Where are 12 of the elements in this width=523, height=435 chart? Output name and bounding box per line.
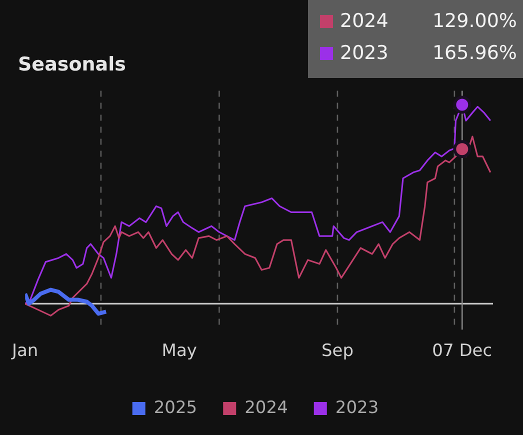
legend-label: 2023 bbox=[340, 42, 388, 64]
legend-label: 2024 bbox=[244, 398, 288, 418]
legend-label: 2025 bbox=[154, 398, 198, 418]
x-tick-label: Sep bbox=[321, 341, 354, 362]
text: 2023 bbox=[335, 398, 379, 418]
text: 165.96% bbox=[432, 42, 517, 64]
chart-title: Seasonals bbox=[18, 53, 126, 76]
x-tick-label: May bbox=[162, 341, 197, 362]
text: 129.00% bbox=[432, 10, 517, 32]
x-tick-label: Jan bbox=[10, 341, 38, 362]
x-tick-label: 07 Dec bbox=[432, 341, 492, 362]
text: 2024 bbox=[340, 10, 388, 32]
